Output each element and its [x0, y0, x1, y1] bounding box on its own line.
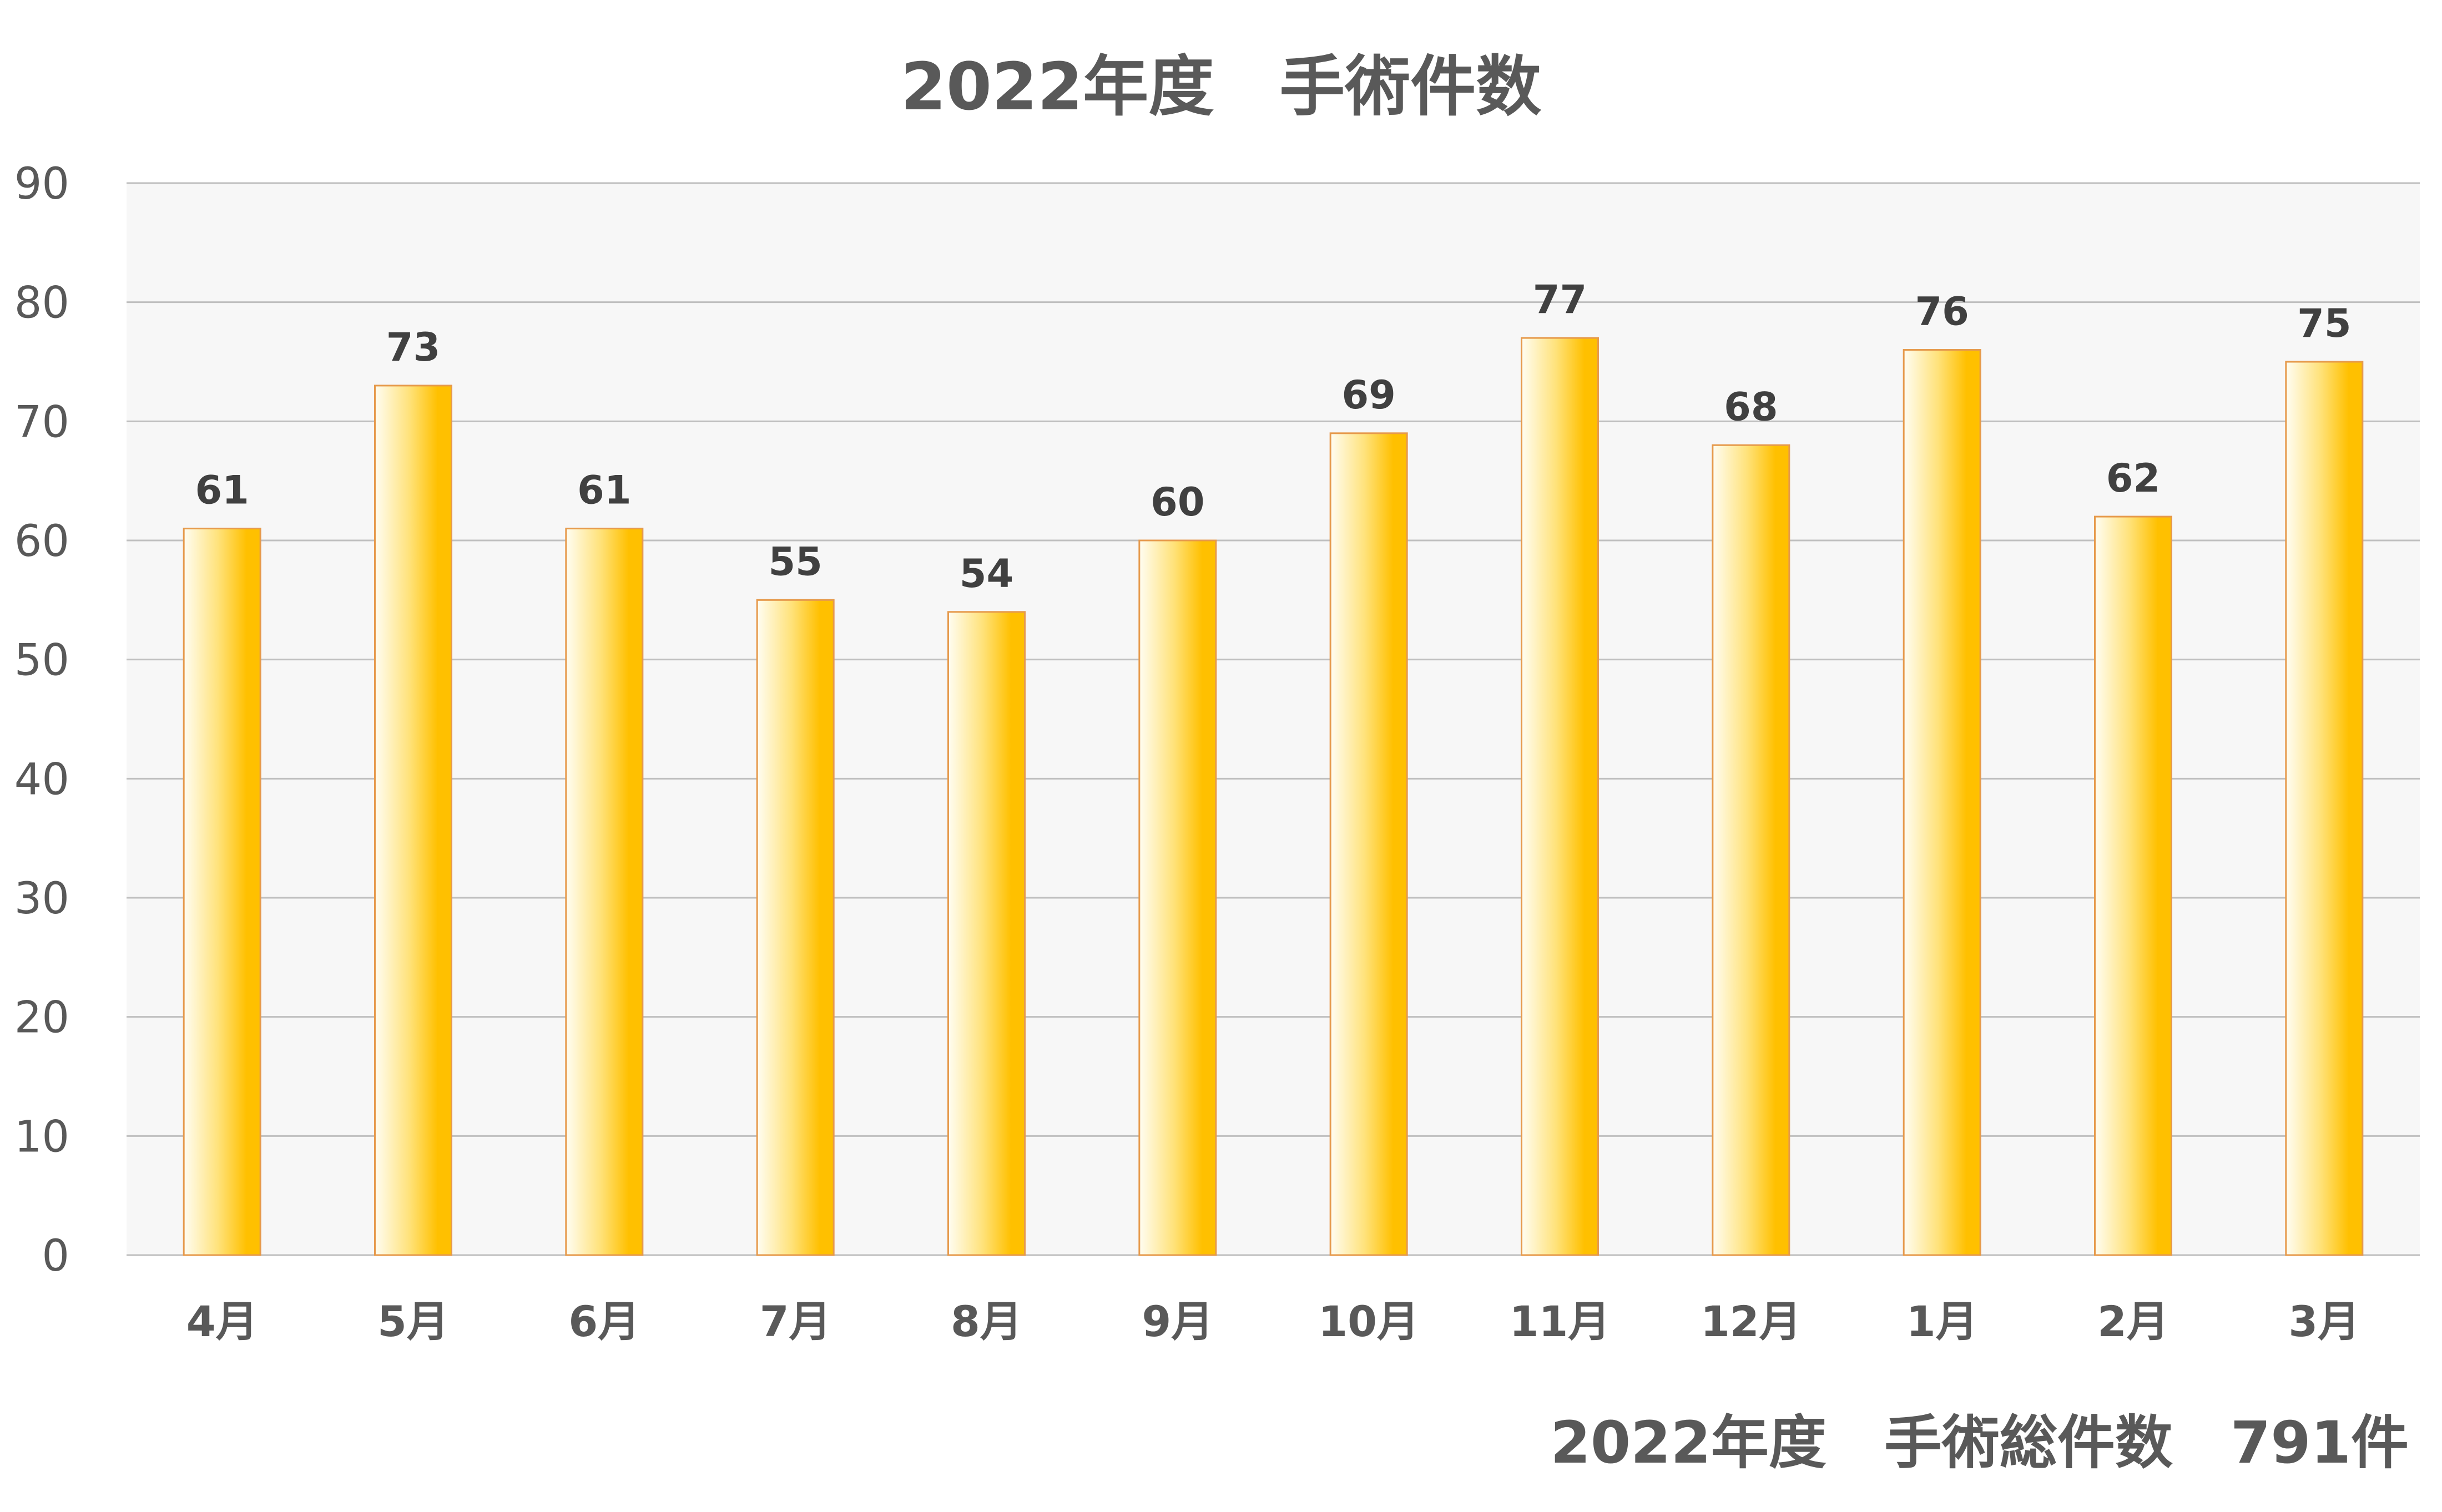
data-label: 75: [2297, 301, 2351, 346]
x-tick-label: 2月: [2097, 1297, 2169, 1346]
bar: [183, 528, 261, 1256]
data-label: 77: [1533, 277, 1587, 322]
x-tick-label: 11月: [1510, 1297, 1611, 1346]
y-tick-label: 10: [14, 1112, 69, 1162]
chart-title: 2022年度 手術件数: [900, 48, 1542, 125]
x-tick-label: 6月: [568, 1297, 640, 1346]
bar: [1138, 539, 1217, 1256]
y-tick-label: 60: [14, 517, 69, 567]
data-label: 68: [1724, 384, 1778, 429]
bar: [947, 611, 1026, 1256]
bar: [565, 528, 644, 1256]
bar: [756, 599, 835, 1256]
data-label: 62: [2106, 456, 2160, 501]
data-label: 55: [768, 539, 822, 584]
bar: [1329, 432, 1408, 1256]
y-tick-label: 50: [14, 636, 69, 686]
data-label: 69: [1341, 372, 1395, 418]
x-tick-label: 4月: [186, 1297, 258, 1346]
bar: [1521, 337, 1599, 1256]
y-tick-label: 30: [14, 874, 69, 924]
y-tick-label: 70: [14, 397, 69, 447]
x-tick-label: 5月: [377, 1297, 449, 1346]
plot-background: [127, 183, 2420, 1255]
bar: [2094, 515, 2172, 1256]
bar: [374, 385, 452, 1256]
data-label: 76: [1915, 289, 1969, 335]
y-tick-label: 0: [42, 1231, 69, 1281]
data-labels: 61 73 61 55 54 60 69 77 68 76 62 75: [195, 277, 2351, 596]
x-tick-label: 1月: [1906, 1297, 1978, 1346]
y-tick-label: 20: [14, 993, 69, 1043]
x-tick-label: 7月: [760, 1297, 831, 1346]
gridlines: [127, 182, 2420, 1256]
data-label: 54: [960, 551, 1013, 596]
data-label: 61: [195, 468, 249, 513]
y-tick-label: 80: [14, 279, 69, 328]
y-tick-label: 90: [14, 159, 69, 209]
bar: [2285, 361, 2364, 1256]
y-tick-label: 40: [14, 755, 69, 805]
data-label: 60: [1151, 479, 1204, 525]
bar: [1903, 349, 1981, 1256]
data-label: 73: [386, 325, 440, 370]
x-tick-label: 10月: [1318, 1297, 1419, 1346]
x-tick-label: 3月: [2288, 1297, 2360, 1346]
total-surgeries-note: 2022年度 手術総件数 791件: [1550, 1409, 2409, 1476]
bars: [183, 337, 2364, 1256]
bar: [1712, 444, 1790, 1256]
x-tick-label: 12月: [1701, 1297, 1802, 1346]
x-tick-label: 8月: [951, 1297, 1022, 1346]
x-tick-label: 9月: [1142, 1297, 1213, 1346]
x-axis: 4月 5月 6月 7月 8月 9月 10月 11月 12月 1月 2月 3月: [186, 1297, 2360, 1346]
y-axis: 0 10 20 30 40 50 60 70 80 90: [14, 159, 69, 1281]
data-label: 61: [577, 468, 631, 513]
